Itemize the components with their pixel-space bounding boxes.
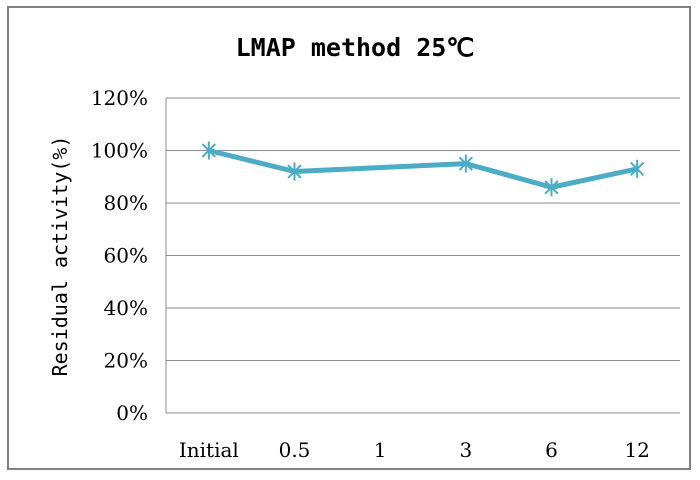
data-point-marker xyxy=(458,154,473,173)
x-axis-ticks: Initial 0.5 1 3 6 12 xyxy=(179,438,650,462)
chart-frame xyxy=(7,6,691,470)
x-tick-label: 6 xyxy=(545,438,558,462)
y-tick-label: 80% xyxy=(104,191,148,215)
x-tick-label: 12 xyxy=(624,438,649,462)
y-tick-label: 0% xyxy=(116,401,148,425)
data-point-marker xyxy=(630,159,645,178)
data-point-marker xyxy=(287,162,302,181)
y-tick-label: 120% xyxy=(91,86,148,110)
data-point-marker xyxy=(201,141,216,160)
x-tick-label: 0.5 xyxy=(279,438,311,462)
gridlines xyxy=(165,97,680,414)
chart-title: LMAP method 25℃ xyxy=(236,33,475,62)
x-tick-label: Initial xyxy=(179,438,239,462)
series-layer xyxy=(201,141,645,197)
y-tick-label: 60% xyxy=(104,244,148,268)
x-tick-label: 3 xyxy=(459,438,472,462)
y-axis-label: Residual activity(%) xyxy=(48,136,72,377)
y-tick-label: 20% xyxy=(104,349,148,373)
y-tick-label: 40% xyxy=(104,296,148,320)
data-point-marker xyxy=(544,178,559,197)
series-line xyxy=(208,148,638,190)
y-axis-ticks: 0% 20% 40% 60% 80% 100% 120% xyxy=(91,86,148,425)
x-tick-label: 1 xyxy=(374,438,387,462)
y-tick-label: 100% xyxy=(91,139,148,163)
